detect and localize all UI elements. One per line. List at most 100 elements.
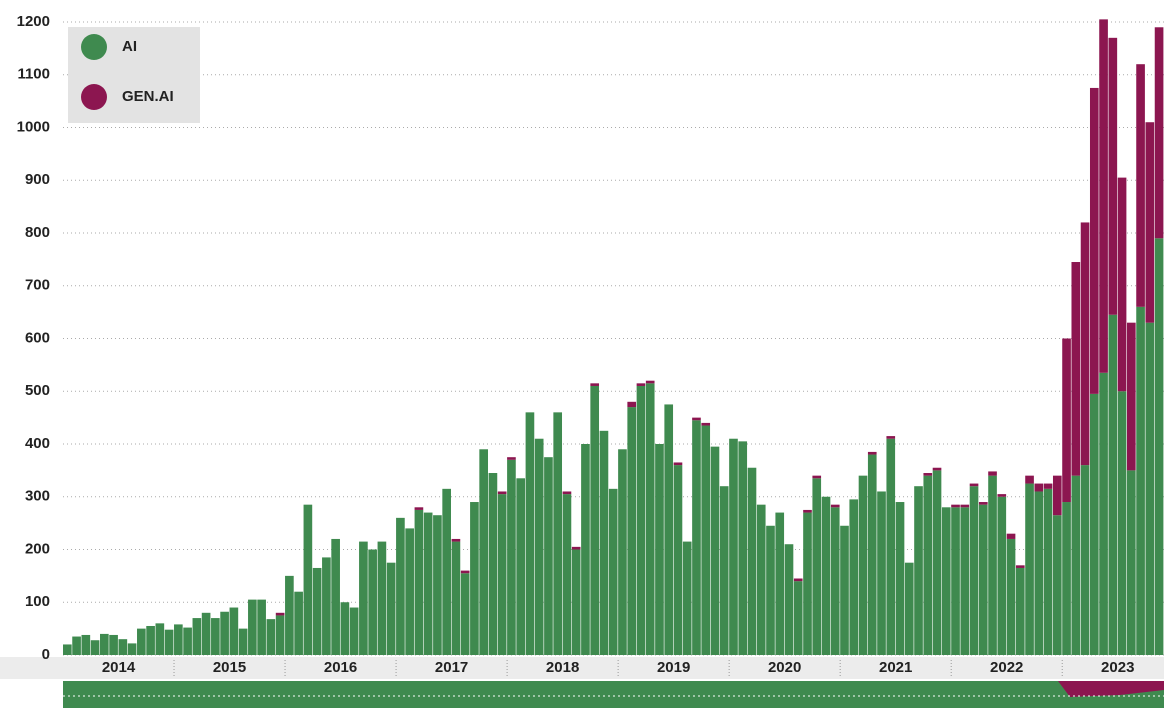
bar-segment: [1117, 391, 1127, 655]
bar-segment: [867, 454, 877, 655]
bar-segment: [618, 449, 627, 655]
bar-segment: [285, 575, 294, 655]
bar-segment: [747, 467, 757, 655]
y-tick-label: 0: [42, 646, 50, 663]
bar-segment: [655, 444, 664, 655]
bar-segment: [516, 478, 526, 655]
bar-segment: [118, 639, 128, 655]
bar-segment: [1126, 322, 1136, 471]
bar-segment: [978, 502, 988, 505]
bar-segment: [803, 509, 812, 513]
bar-segment: [636, 385, 646, 655]
bar-segment: [840, 525, 849, 655]
x-tick-label: 2014: [102, 659, 136, 676]
bar-segment: [1006, 533, 1016, 539]
bar-segment: [571, 546, 581, 550]
bar-segment: [386, 562, 396, 655]
bar-segment: [1145, 122, 1155, 323]
bar-segment: [1089, 393, 1099, 655]
bar-segment: [951, 507, 960, 655]
bar-segment: [830, 507, 840, 655]
bar-segment: [312, 567, 322, 655]
bar-segment: [275, 615, 285, 655]
bar-segment: [470, 502, 479, 655]
bar-segment: [645, 380, 655, 384]
bar-segment: [803, 512, 812, 655]
bar-segment: [849, 499, 859, 655]
y-tick-label: 800: [25, 224, 50, 241]
bar-segment: [701, 425, 711, 655]
bar-segment: [645, 383, 655, 655]
bar-segment: [1080, 222, 1090, 466]
bar-segment: [978, 504, 988, 655]
bar-segment: [941, 507, 951, 655]
bar-segment: [1062, 502, 1071, 655]
bar-segment: [673, 465, 683, 655]
bar-segment: [997, 494, 1007, 497]
bar-segment: [433, 515, 442, 655]
bar-segment: [460, 573, 470, 655]
bar-segment: [266, 619, 276, 655]
bar-segment: [775, 512, 785, 655]
bar-segment: [451, 541, 461, 655]
bar-segment: [211, 618, 220, 655]
bar-segment: [719, 486, 729, 655]
bar-segment: [812, 478, 822, 655]
y-tick-label: 1000: [17, 118, 50, 135]
bar-segment: [534, 438, 544, 655]
bar-segment: [460, 570, 470, 574]
bar-segment: [784, 544, 794, 655]
bar-segment: [793, 581, 803, 655]
bar-segment: [960, 507, 970, 655]
y-tick-label: 400: [25, 435, 50, 452]
bar-segment: [451, 538, 461, 542]
bar-segment: [1015, 565, 1025, 568]
x-tick-label: 2019: [657, 659, 690, 676]
bar-segment: [192, 618, 202, 655]
bar-segment: [636, 383, 646, 386]
y-tick-label: 500: [25, 382, 50, 399]
bar-segment: [988, 471, 997, 476]
y-tick-label: 700: [25, 277, 50, 294]
bar-segment: [553, 412, 563, 655]
bar-segment: [821, 496, 831, 655]
bar-segment: [682, 541, 692, 655]
bar-segment: [174, 624, 183, 655]
bar-segment: [923, 475, 933, 655]
legend-label: GEN.AI: [122, 88, 174, 105]
bar-segment: [507, 459, 516, 655]
bar-segment: [932, 470, 942, 655]
bar-segment: [969, 483, 979, 487]
bar-segment: [1025, 475, 1034, 484]
bar-segment: [368, 549, 377, 655]
bar-segment: [1117, 177, 1127, 392]
bar-segment: [90, 640, 100, 655]
bar-segment: [497, 491, 507, 495]
bar-segment: [1015, 567, 1025, 655]
bar-segment: [1145, 322, 1155, 655]
bar-segment: [1154, 238, 1164, 655]
bar-segment: [664, 404, 674, 655]
bar-segment: [895, 502, 905, 655]
bar-segment: [951, 504, 960, 508]
bar-segment: [867, 451, 877, 455]
bar-segment: [349, 607, 359, 655]
navigator-highlight: [1058, 681, 1164, 697]
bar-segment: [238, 628, 248, 655]
bar-segment: [581, 444, 590, 655]
bar-segment: [507, 457, 516, 460]
bar-segment: [229, 607, 239, 655]
bar-segment: [886, 438, 896, 655]
bar-segment: [1043, 488, 1053, 655]
bar-segment: [701, 422, 711, 426]
bar-segment: [830, 504, 840, 508]
bar-segment: [479, 449, 488, 655]
bar-segment: [1136, 306, 1145, 655]
y-tick-label: 900: [25, 171, 50, 188]
bar-segment: [1126, 470, 1136, 655]
bar-segment: [414, 509, 424, 655]
bar-segment: [1099, 372, 1108, 655]
bar-segment: [248, 599, 257, 655]
bar-segment: [904, 562, 914, 655]
